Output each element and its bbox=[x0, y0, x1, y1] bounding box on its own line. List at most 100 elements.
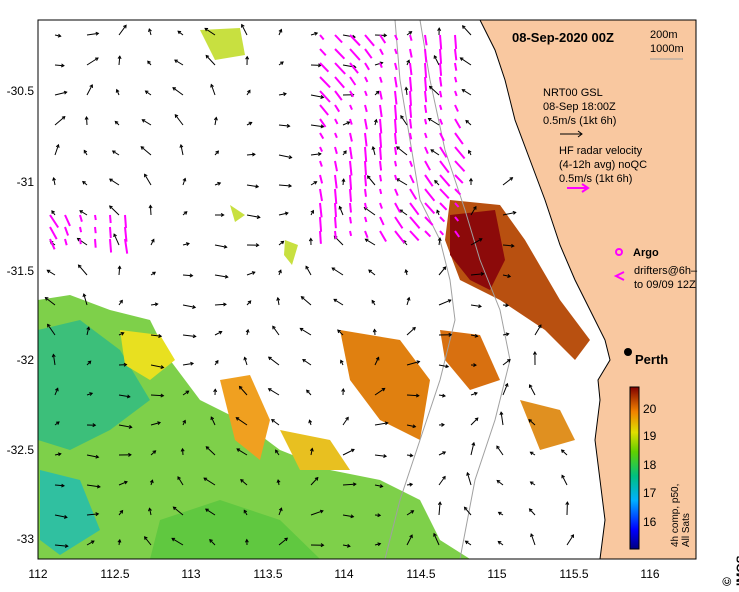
velocity-arrowhead bbox=[507, 359, 511, 363]
velocity-arrowhead bbox=[433, 532, 437, 537]
velocity-arrowhead bbox=[305, 265, 309, 270]
velocity-arrowhead bbox=[528, 418, 533, 423]
radar-arrow bbox=[439, 104, 443, 111]
velocity-arrowhead bbox=[61, 483, 65, 488]
velocity-arrowhead bbox=[90, 540, 95, 544]
radar-arrow bbox=[379, 160, 383, 171]
city-label-perth: Perth bbox=[635, 352, 668, 367]
velocity-arrow bbox=[502, 211, 516, 216]
velocity-arrowhead bbox=[286, 123, 291, 128]
radar-arrow bbox=[409, 34, 413, 41]
velocity-arrowhead bbox=[278, 269, 282, 274]
velocity-arrowhead bbox=[203, 477, 208, 482]
velocity-arrow bbox=[236, 417, 248, 426]
velocity-arrow bbox=[406, 327, 416, 336]
y-tick: -30.5 bbox=[7, 84, 35, 98]
radar-arrow bbox=[454, 146, 466, 160]
radar-arrow bbox=[379, 48, 384, 56]
velocity-arrow bbox=[462, 25, 472, 36]
radar-arrow bbox=[334, 118, 339, 125]
velocity-arrowhead bbox=[346, 121, 351, 125]
velocity-arrow bbox=[367, 175, 376, 186]
velocity-arrowhead bbox=[288, 183, 293, 188]
velocity-arrowhead bbox=[366, 175, 371, 179]
velocity-arrowhead bbox=[284, 537, 289, 542]
radar-arrow bbox=[439, 132, 445, 142]
velocity-arrow bbox=[368, 269, 376, 276]
radar-arrow bbox=[454, 118, 462, 129]
velocity-arrowhead bbox=[442, 475, 446, 480]
velocity-arrow bbox=[144, 536, 152, 546]
velocity-arrowhead bbox=[473, 205, 477, 210]
velocity-arrow bbox=[496, 445, 504, 456]
radar-arrow bbox=[379, 146, 382, 160]
credit-text: © IMOS 12-Sep-2020 11:33 Hobart bbox=[720, 555, 739, 586]
velocity-arrowhead bbox=[505, 332, 510, 337]
radar-arrow bbox=[379, 76, 383, 83]
velocity-arrow bbox=[109, 205, 120, 216]
model-legend-line2: 08-Sep 18:00Z bbox=[543, 101, 616, 113]
velocity-arrow bbox=[278, 93, 287, 96]
velocity-arrowhead bbox=[174, 59, 178, 64]
velocity-arrowhead bbox=[210, 83, 214, 88]
velocity-arrowhead bbox=[185, 242, 190, 246]
x-tick: 114 bbox=[334, 567, 353, 581]
velocity-arrowhead bbox=[331, 267, 336, 271]
velocity-arrowhead bbox=[463, 506, 468, 511]
velocity-arrowhead bbox=[151, 238, 155, 243]
x-tick: 116 bbox=[640, 567, 659, 581]
radar-arrow bbox=[379, 230, 387, 243]
radar-arrow bbox=[319, 230, 322, 244]
velocity-arrow bbox=[78, 264, 88, 276]
velocity-arrowhead bbox=[76, 237, 81, 242]
velocity-arrowhead bbox=[309, 447, 314, 452]
velocity-arrowhead bbox=[247, 300, 252, 305]
velocity-arrow bbox=[374, 422, 388, 426]
velocity-arrow bbox=[118, 424, 132, 428]
velocity-arrowhead bbox=[317, 152, 322, 156]
velocity-arrowhead bbox=[124, 480, 128, 485]
radar-arrow bbox=[409, 188, 418, 200]
velocity-arrowhead bbox=[152, 271, 157, 276]
velocity-arrowhead bbox=[350, 514, 355, 519]
velocity-arrow bbox=[342, 483, 356, 486]
velocity-arrowhead bbox=[461, 25, 466, 29]
radar-arrow bbox=[64, 226, 70, 236]
velocity-arrowhead bbox=[108, 205, 113, 210]
model-velocity-arrows bbox=[44, 23, 575, 548]
velocity-arrowhead bbox=[205, 54, 210, 59]
velocity-arrowhead bbox=[377, 513, 382, 518]
velocity-arrowhead bbox=[117, 265, 122, 270]
drifter-label-line1: drifters@6h– bbox=[634, 265, 698, 277]
velocity-arrowhead bbox=[52, 176, 56, 181]
velocity-arrowhead bbox=[437, 501, 442, 506]
velocity-arrow bbox=[86, 84, 93, 96]
velocity-arrowhead bbox=[278, 28, 283, 33]
radar-arrow bbox=[94, 214, 97, 221]
velocity-arrowhead bbox=[236, 448, 241, 452]
velocity-arrowhead bbox=[400, 114, 404, 119]
velocity-arrow bbox=[465, 120, 472, 126]
x-tick: 113.5 bbox=[253, 567, 282, 581]
velocity-arrow bbox=[561, 449, 568, 456]
radar-arrow bbox=[394, 146, 398, 155]
velocity-arrowhead bbox=[474, 333, 479, 338]
velocity-arrowhead bbox=[565, 501, 570, 505]
velocity-arrowhead bbox=[473, 391, 478, 396]
velocity-arrow bbox=[150, 334, 162, 337]
radar-arrow bbox=[424, 146, 429, 155]
velocity-arrowhead bbox=[87, 360, 92, 365]
radar-arrow bbox=[439, 216, 446, 223]
velocity-arrow bbox=[310, 94, 324, 98]
velocity-arrowhead bbox=[433, 54, 438, 59]
radar-arrow bbox=[364, 230, 369, 239]
velocity-arrow bbox=[54, 116, 66, 126]
velocity-arrow bbox=[182, 304, 196, 308]
velocity-arrow bbox=[205, 508, 216, 516]
radar-arrow bbox=[334, 174, 338, 189]
velocity-arrow bbox=[502, 383, 508, 396]
radar-arrow bbox=[439, 76, 443, 87]
velocity-arrow bbox=[150, 422, 161, 426]
radar-arrow bbox=[379, 62, 383, 68]
velocity-arrowhead bbox=[427, 118, 432, 122]
